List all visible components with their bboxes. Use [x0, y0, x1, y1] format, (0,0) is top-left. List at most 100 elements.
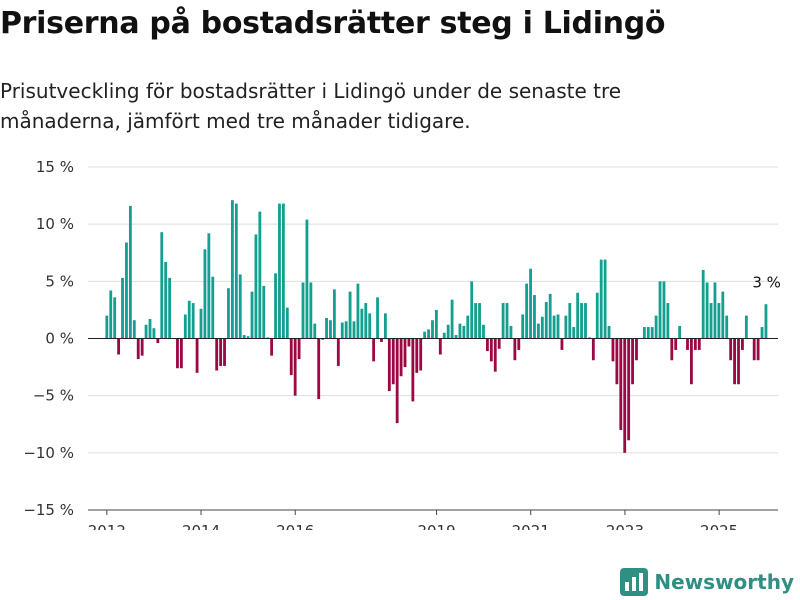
bar — [227, 288, 230, 339]
bar — [246, 336, 250, 339]
bar — [631, 338, 634, 385]
bar — [128, 205, 132, 339]
bar — [262, 285, 266, 339]
x-tick-label: 2016 — [276, 522, 314, 530]
bar — [278, 203, 281, 339]
bar — [489, 338, 493, 362]
bar — [383, 313, 387, 339]
bar — [595, 292, 599, 339]
bar — [285, 307, 289, 339]
bar — [242, 335, 246, 339]
bar — [478, 303, 481, 339]
bar — [238, 274, 242, 339]
bar — [250, 291, 254, 339]
bar — [635, 338, 638, 361]
bar — [234, 203, 238, 339]
x-tick-label: 2023 — [606, 522, 644, 530]
bar — [584, 303, 587, 339]
bar — [693, 338, 697, 350]
y-tick-label: 0 % — [45, 330, 74, 348]
bar — [764, 304, 768, 339]
bar — [470, 281, 474, 339]
bar — [293, 338, 297, 396]
bar — [533, 295, 536, 339]
chart-subtitle: Prisutveckling för bostadsrätter i Lidin… — [0, 79, 622, 133]
bar — [325, 317, 328, 339]
bar — [187, 300, 191, 339]
bar — [713, 282, 717, 339]
x-tick-label: 2025 — [700, 522, 738, 530]
bar — [556, 314, 560, 339]
bar — [199, 308, 203, 339]
bar — [179, 338, 183, 369]
y-tick-label: −15 % — [23, 501, 74, 519]
bar — [352, 321, 356, 339]
x-tick-label: 2019 — [417, 522, 455, 530]
bar — [690, 338, 693, 385]
bar — [140, 338, 144, 356]
bar — [411, 338, 415, 402]
bar — [360, 308, 364, 339]
bar — [752, 338, 756, 361]
bar — [431, 320, 434, 339]
bar — [125, 242, 128, 339]
bar — [168, 277, 172, 339]
bar — [183, 314, 187, 339]
bar — [587, 337, 591, 339]
bar — [670, 338, 674, 361]
bar — [607, 325, 611, 339]
bar — [521, 314, 525, 339]
bar — [164, 261, 168, 339]
bar — [266, 337, 270, 339]
bar — [580, 303, 583, 339]
bar — [674, 338, 678, 350]
bar — [627, 338, 631, 441]
bar — [415, 338, 419, 373]
bar — [336, 338, 340, 366]
bar — [223, 338, 226, 366]
bar — [482, 324, 485, 339]
bar — [462, 325, 466, 339]
bar — [176, 338, 179, 369]
bar — [340, 322, 344, 339]
bar — [450, 299, 454, 339]
bar — [407, 338, 411, 347]
axes: 15 % 10 % 5 % 0 % −5 % −10 % −15 % 2012 2014 2016… — [23, 158, 781, 530]
x-tick-label: 2014 — [182, 522, 220, 530]
bar — [701, 269, 705, 339]
bar — [529, 268, 532, 339]
bar — [132, 320, 136, 339]
bar — [121, 277, 124, 339]
bar — [564, 315, 568, 339]
bar — [419, 338, 423, 371]
bar — [717, 303, 721, 339]
bar — [615, 338, 619, 385]
bar — [548, 293, 552, 339]
bar — [136, 338, 140, 360]
bar — [466, 315, 470, 339]
bar — [160, 232, 164, 339]
bar — [403, 338, 407, 368]
bar — [493, 338, 497, 372]
bar — [399, 338, 403, 377]
bar — [697, 338, 701, 350]
bar — [391, 338, 395, 385]
x-tick-label: 2012 — [88, 522, 126, 530]
bar — [289, 338, 293, 376]
bar — [380, 338, 383, 342]
bar — [603, 259, 607, 339]
bar — [427, 329, 430, 339]
x-tick-label: 2021 — [512, 522, 550, 530]
bar — [348, 291, 352, 339]
bar — [148, 319, 152, 339]
bar — [274, 273, 277, 339]
y-tick-label: 5 % — [45, 272, 74, 290]
bar — [144, 324, 148, 339]
bar — [313, 323, 317, 339]
bar — [152, 328, 156, 339]
bar — [525, 283, 529, 339]
bar — [203, 249, 207, 339]
bar — [705, 282, 709, 339]
bar — [501, 303, 505, 339]
bar — [662, 281, 666, 339]
